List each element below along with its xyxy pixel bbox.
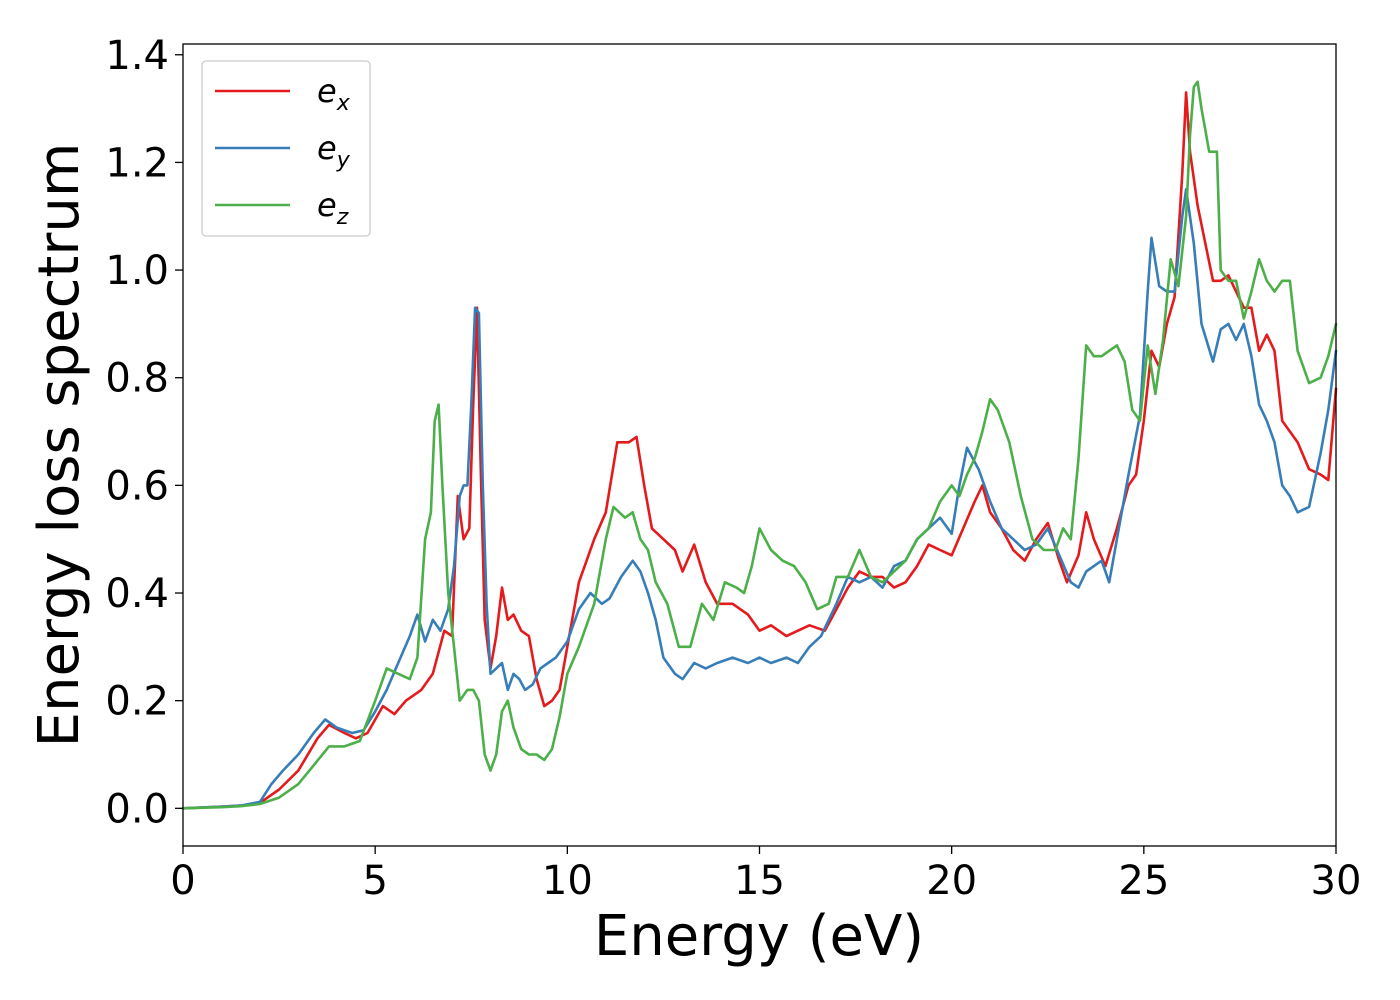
y-tick-label: 0.0 <box>105 786 169 832</box>
y-tick-label: 0.8 <box>105 356 169 402</box>
y-tick-label: 1.2 <box>105 140 169 186</box>
legend-label-ey: ey <box>317 129 351 173</box>
y-tick-label: 1.4 <box>105 33 169 79</box>
x-tick-label: 25 <box>1118 858 1169 904</box>
x-tick-label: 30 <box>1311 858 1362 904</box>
x-tick-label: 15 <box>734 858 785 904</box>
x-tick-label: 20 <box>926 858 977 904</box>
y-tick-label: 0.4 <box>105 571 169 617</box>
y-axis-label: Energy loss spectrum <box>27 143 92 748</box>
x-axis: 0 5 10 15 20 25 30 <box>170 846 1361 904</box>
x-tick-label: 0 <box>170 858 195 904</box>
x-axis-label: Energy (eV) <box>594 904 924 969</box>
y-tick-label: 0.2 <box>105 679 169 725</box>
x-tick-label: 5 <box>362 858 387 904</box>
y-tick-label: 1.0 <box>105 248 169 294</box>
series-line-ez <box>181 80 1338 810</box>
y-axis: 0.0 0.2 0.4 0.6 0.8 1.0 1.2 1.4 <box>105 33 183 832</box>
series-layer <box>181 80 1338 810</box>
y-tick-label: 0.6 <box>105 463 169 509</box>
series-line-ex <box>181 91 1338 810</box>
x-tick-label: 10 <box>542 858 593 904</box>
